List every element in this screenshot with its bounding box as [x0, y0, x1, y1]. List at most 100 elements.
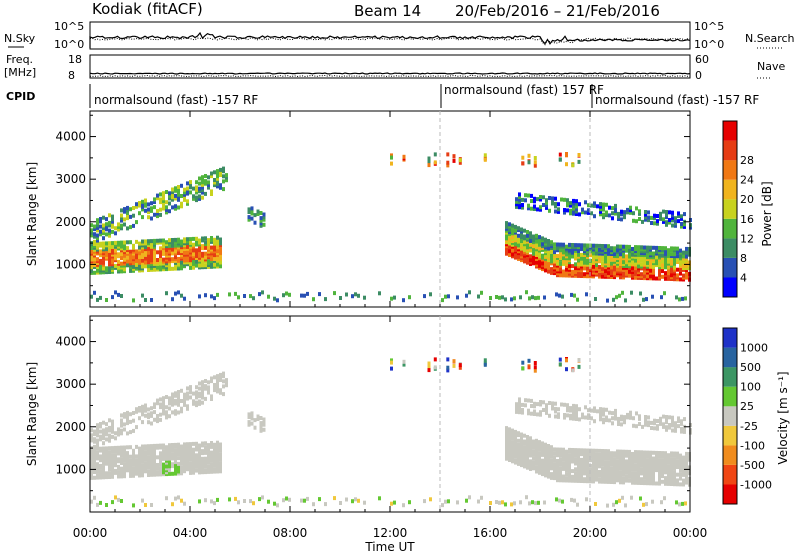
power-cell: [234, 291, 237, 296]
velocity-cell: [611, 421, 614, 426]
velocity-cell: [126, 416, 129, 420]
power-cell: [262, 212, 266, 217]
power-cell: [598, 272, 601, 277]
power-cell: [156, 211, 159, 216]
power-cell: [138, 255, 141, 259]
velocity-cell: [177, 392, 180, 397]
velocity-cell: [616, 459, 619, 464]
velocity-cell: [605, 415, 608, 420]
xtick-label-3: 12:00: [373, 526, 408, 540]
power-cell: [539, 205, 542, 210]
power-cell: [138, 241, 141, 246]
power-cell: [550, 270, 553, 275]
power-cell: [559, 242, 562, 247]
velocity-cell: [144, 461, 147, 466]
velocity-cell: [599, 414, 602, 419]
velocity-cell: [250, 421, 254, 426]
velocity-cell: [480, 495, 483, 500]
power-cell: [584, 210, 587, 215]
power-colorbar-swatch: [723, 140, 737, 161]
velocity-cell: [637, 456, 640, 460]
power-cell: [658, 253, 661, 258]
velocity-cell: [117, 457, 120, 462]
velocity-cell: [213, 442, 216, 447]
power-cell: [634, 258, 637, 263]
velocity-cell: [168, 468, 171, 473]
velocity-cell: [222, 384, 225, 389]
velocity-cell: [210, 450, 213, 455]
velocity-cell: [147, 444, 150, 449]
velocity-cell: [177, 400, 180, 405]
power-cell: [186, 181, 189, 186]
power-cell: [533, 199, 536, 204]
power-cell: [123, 240, 126, 245]
velocity-cell: [604, 449, 607, 454]
power-cell: [574, 243, 577, 248]
velocity-cell: [144, 413, 147, 418]
power-cell: [267, 294, 270, 299]
power-cell: [536, 197, 539, 202]
velocity-cell: [183, 501, 186, 506]
power-cell: [501, 295, 504, 300]
velocity-cell: [222, 371, 225, 376]
power-colorbar-tick-label-2: 12: [740, 232, 754, 245]
power-cell: [120, 256, 123, 260]
power-cell: [162, 201, 165, 206]
power-cell: [183, 187, 186, 192]
power-cell: [593, 214, 596, 219]
velocity-cell: [673, 464, 676, 469]
power-cell: [429, 292, 432, 297]
velocity-cell: [665, 425, 668, 430]
velocity-cell: [441, 503, 444, 508]
velocity-cell: [135, 409, 138, 414]
velocity-cell: [637, 450, 640, 455]
power-cell: [135, 262, 138, 267]
velocity-cell: [114, 468, 117, 473]
velocity-cell: [114, 436, 117, 441]
power-cell: [661, 253, 664, 258]
power-cell: [150, 208, 153, 213]
velocity-cell: [90, 474, 93, 478]
velocity-cell: [568, 453, 571, 458]
power-cell: [93, 234, 96, 239]
power-cell: [162, 244, 165, 249]
velocity-cell: [539, 402, 542, 407]
velocity-cell: [678, 502, 681, 507]
power-cell: [523, 253, 526, 258]
velocity-cell: [584, 415, 587, 420]
velocity-cell: [138, 460, 141, 464]
velocity-cell: [601, 460, 604, 465]
velocity-cell: [566, 413, 569, 418]
velocity-cell: [562, 447, 565, 452]
power-cell: [613, 246, 616, 251]
velocity-cell: [514, 451, 517, 455]
velocity-cell: [662, 422, 665, 427]
power-cell: [216, 292, 219, 297]
velocity-cell: [574, 457, 577, 462]
velocity-cell: [165, 412, 168, 417]
velocity-cell: [632, 423, 635, 428]
power-cell: [117, 259, 120, 264]
power-cell: [207, 175, 210, 180]
velocity-cell: [665, 415, 668, 419]
power-cell: [177, 237, 180, 242]
velocity-cell: [667, 464, 670, 469]
velocity-cell: [583, 448, 586, 453]
velocity-cell: [198, 451, 201, 456]
velocity-cell: [402, 359, 406, 364]
power-cell: [180, 264, 183, 269]
power-cell: [616, 244, 619, 249]
power-cell: [189, 182, 192, 187]
power-cell: [318, 292, 321, 297]
velocity-cell: [675, 500, 678, 505]
velocity-cell: [656, 424, 659, 429]
velocity-cell: [204, 379, 207, 383]
power-cell: [423, 294, 426, 299]
velocity-cell: [528, 501, 531, 506]
velocity-cell: [616, 472, 619, 477]
velocity-ytick-label-1: 2000: [55, 420, 86, 434]
velocity-cell: [138, 465, 141, 470]
velocity-cell: [186, 461, 189, 466]
power-cell: [333, 291, 336, 296]
velocity-cell: [216, 374, 219, 379]
